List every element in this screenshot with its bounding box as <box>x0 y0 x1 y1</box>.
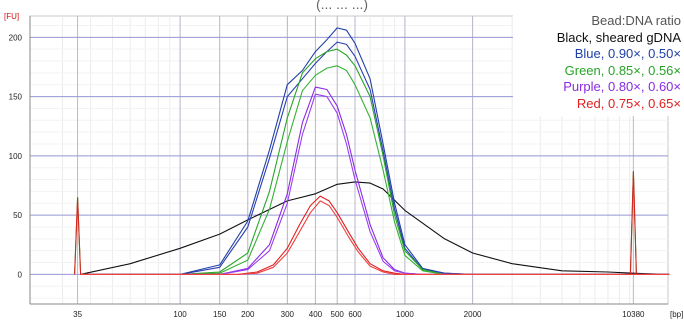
y-tick-label: 100 <box>9 152 23 161</box>
top-caption: (... ... ...) <box>315 0 369 12</box>
y-tick-label: 200 <box>9 33 23 42</box>
trace-line <box>80 195 670 275</box>
legend-entry: Purple, 0.80×, 0.60× <box>563 79 681 95</box>
y-unit-label: [FU] <box>4 12 19 21</box>
y-tick-label: 0 <box>18 270 23 279</box>
marker-peak-red <box>74 197 82 275</box>
trace-line <box>80 200 670 275</box>
x-tick-label: 100 <box>173 310 187 319</box>
legend-entry: Black, sheared gDNA <box>556 29 681 45</box>
x-tick-label: 500 <box>331 310 345 319</box>
legend-items: Black, sheared gDNA Blue, 0.90×, 0.50× Gre… <box>513 30 681 113</box>
axes: 35 100 150 200 300 400 500 600 1000 2000 10380 0 50 1… <box>4 12 683 319</box>
x-tick-label: 300 <box>281 310 295 319</box>
x-tick-label: 1000 <box>396 310 414 319</box>
trace-line <box>80 93 670 275</box>
ladder-markers <box>74 171 637 275</box>
traces <box>80 27 670 275</box>
x-tick-label: 150 <box>213 310 227 319</box>
legend-entry: Blue, 0.90×, 0.50× <box>574 46 681 62</box>
x-tick-label: 2000 <box>464 310 482 319</box>
x-tick-label: 35 <box>73 310 82 319</box>
legend-title: Bead:DNA ratio <box>591 13 681 28</box>
x-tick-label: 400 <box>309 310 323 319</box>
legend: Bead:DNA ratio Black, sheared gDNA Blue, … <box>513 11 684 116</box>
x-tick-label: 600 <box>348 310 362 319</box>
y-tick-label: 50 <box>13 211 22 220</box>
x-tick-label: 10380 <box>622 310 645 319</box>
legend-entry: Red, 0.75×, 0.65× <box>576 95 681 111</box>
y-tick-label: 150 <box>9 93 23 102</box>
marker-peak-red <box>629 171 637 275</box>
x-tick-label: 200 <box>241 310 255 319</box>
x-unit-label: [bp] <box>670 310 683 319</box>
trace-line <box>80 181 670 275</box>
legend-entry: Green, 0.85×, 0.56× <box>564 62 681 78</box>
